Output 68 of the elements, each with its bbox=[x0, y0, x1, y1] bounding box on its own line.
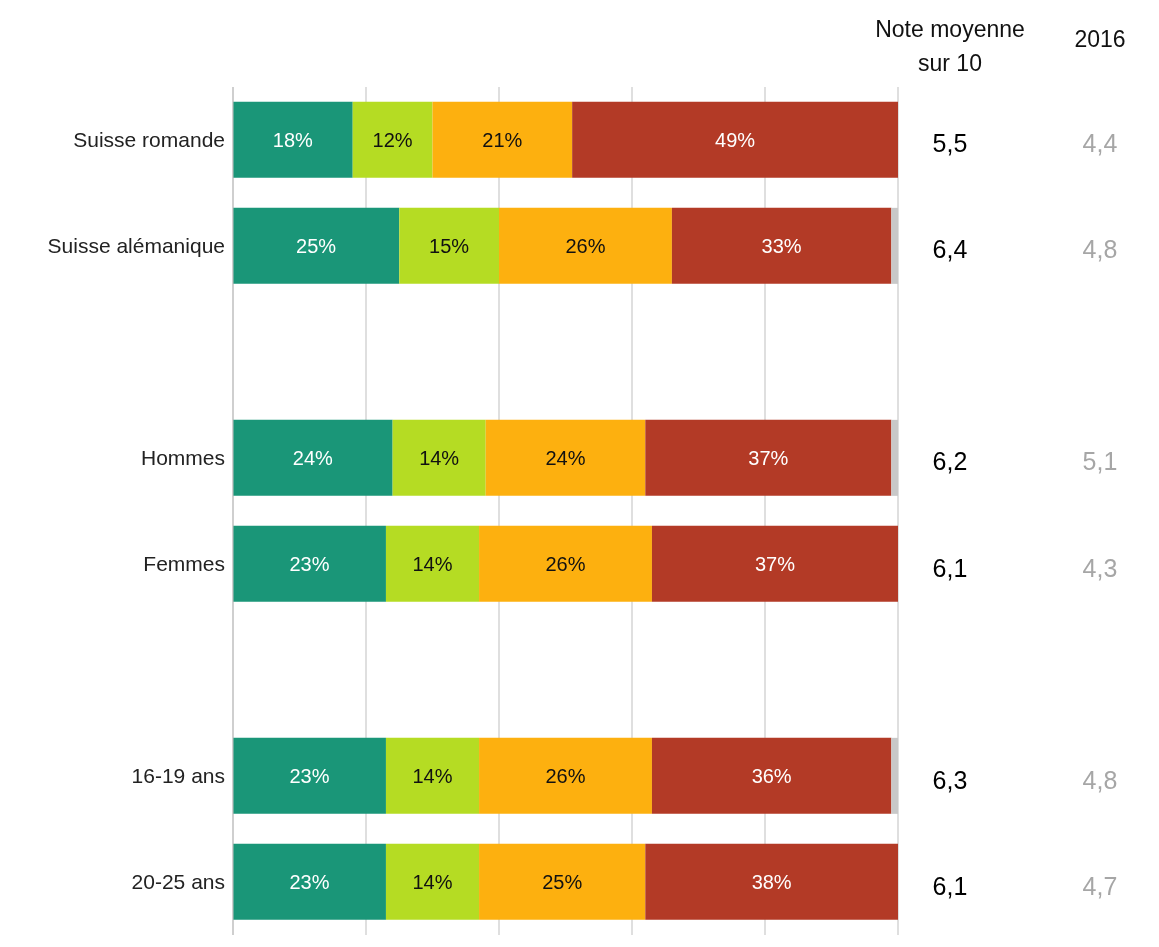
y-tick-label: Suisse alémanique bbox=[47, 234, 225, 258]
text: 5,1 bbox=[1081, 446, 1119, 477]
data-label: 12% bbox=[372, 128, 413, 151]
bar bbox=[385, 525, 480, 602]
bar bbox=[392, 419, 486, 496]
data-label: 14% bbox=[412, 552, 453, 575]
bar bbox=[352, 101, 433, 178]
data-label: 25% bbox=[296, 234, 337, 257]
text: 6,4 bbox=[931, 234, 969, 265]
bar bbox=[385, 737, 480, 814]
bar bbox=[479, 843, 646, 920]
bar bbox=[233, 525, 386, 602]
bar bbox=[233, 207, 400, 284]
data-label: 14% bbox=[419, 446, 460, 469]
data-label: 24% bbox=[545, 446, 586, 469]
data-label: 49% bbox=[715, 128, 756, 151]
data-label: 38% bbox=[751, 870, 792, 893]
data-label: 21% bbox=[482, 128, 523, 151]
bar bbox=[651, 737, 892, 814]
text: 6,2 bbox=[931, 446, 969, 477]
data-label: 26% bbox=[565, 234, 606, 257]
text: 2016 bbox=[1074, 26, 1126, 52]
data-label: 24% bbox=[292, 446, 334, 469]
text: 4,7 bbox=[1081, 870, 1119, 901]
y-tick-label: Femmes bbox=[143, 552, 225, 576]
bar bbox=[233, 101, 353, 178]
bar bbox=[233, 737, 386, 814]
data-label: 37% bbox=[754, 552, 796, 575]
data-label: 15% bbox=[429, 234, 470, 257]
bar bbox=[233, 419, 393, 496]
bar bbox=[651, 525, 898, 602]
bar bbox=[233, 843, 386, 920]
data-label: 14% bbox=[412, 870, 453, 893]
text: 6,1 bbox=[931, 870, 969, 901]
text: 4,8 bbox=[1081, 764, 1119, 795]
data-label: 23% bbox=[289, 870, 330, 893]
bar bbox=[385, 843, 480, 920]
text: 6,3 bbox=[931, 764, 969, 795]
data-label: 25% bbox=[542, 870, 583, 893]
text: 4,4 bbox=[1081, 128, 1119, 159]
text: 6,1 bbox=[931, 552, 969, 583]
bar bbox=[572, 101, 898, 178]
text: 5,5 bbox=[931, 128, 969, 159]
data-label: 33% bbox=[761, 234, 802, 257]
data-label: 37% bbox=[748, 446, 789, 469]
data-label: 23% bbox=[289, 552, 330, 575]
data-label: 23% bbox=[289, 764, 330, 787]
bar bbox=[645, 419, 892, 496]
y-tick-label: Suisse romande bbox=[73, 128, 225, 152]
text: 4,3 bbox=[1081, 552, 1119, 583]
bar bbox=[645, 843, 898, 920]
bar bbox=[479, 525, 652, 602]
bar bbox=[499, 207, 672, 284]
bar bbox=[432, 101, 573, 178]
text: Note moyenne sur 10 bbox=[874, 15, 1026, 78]
data-label: 26% bbox=[545, 552, 586, 575]
bar bbox=[479, 737, 652, 814]
data-label: 14% bbox=[412, 764, 453, 787]
y-tick-label: 20-25 ans bbox=[131, 870, 225, 894]
bar bbox=[671, 207, 892, 284]
y-tick-label: 16-19 ans bbox=[131, 764, 225, 788]
bar bbox=[485, 419, 646, 496]
text: 4,8 bbox=[1081, 234, 1119, 265]
y-tick-label: Hommes bbox=[140, 446, 225, 470]
data-label: 36% bbox=[751, 764, 792, 787]
data-label: 26% bbox=[545, 764, 586, 787]
bar bbox=[399, 207, 499, 284]
data-label: 18% bbox=[272, 128, 314, 151]
